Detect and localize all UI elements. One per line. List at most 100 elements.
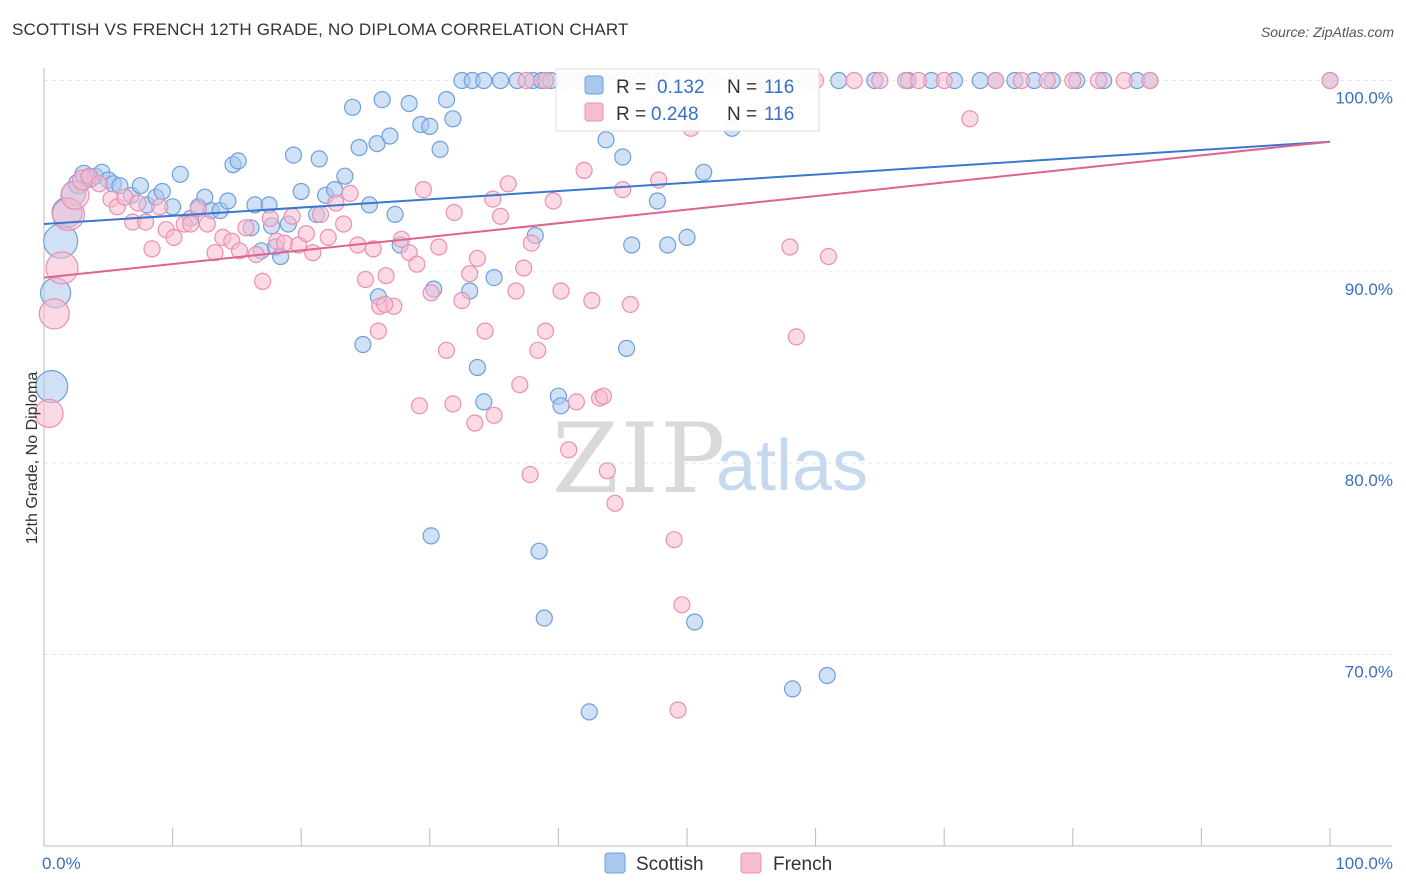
french-point [819, 247, 838, 266]
french-point [377, 267, 395, 285]
french-point [369, 322, 387, 340]
scottish-point [153, 182, 171, 201]
series-legend-swatch-scottish [604, 852, 626, 874]
french-point [254, 272, 272, 290]
french-point [34, 398, 64, 428]
scottish-point [535, 609, 553, 627]
french-point [515, 259, 533, 277]
french-point [151, 198, 169, 216]
french-point [529, 341, 547, 359]
legend-r-label: R = [616, 104, 646, 125]
french-trendline [43, 140, 1331, 279]
legend-n-french: 116 [764, 104, 794, 125]
watermark-zip: ZIP [552, 403, 727, 515]
french-point [491, 207, 510, 225]
french-point [606, 494, 624, 512]
french-point [143, 240, 161, 258]
y-tick-labels: 70.0% 80.0% 90.0% 100.0% [1335, 89, 1393, 682]
scottish-point [336, 167, 354, 185]
french-point [845, 71, 863, 90]
scottish-point [597, 131, 615, 149]
scottish-point [491, 71, 510, 90]
french-point [1115, 71, 1133, 90]
french-point [567, 393, 586, 411]
french-point [335, 215, 353, 233]
french-point [665, 531, 683, 549]
french-point [408, 255, 426, 273]
french-point [476, 322, 494, 340]
x-tick-label-max: 100.0% [1335, 854, 1393, 873]
y-tick-label: 80.0% [1345, 471, 1393, 490]
french-point [45, 251, 79, 285]
french-point [871, 71, 889, 90]
french-point [341, 184, 359, 202]
y-axis-label: 12th Grade, No Diploma [24, 372, 41, 545]
scottish-point [475, 393, 493, 411]
french-point [304, 244, 322, 262]
scottish-point [648, 192, 667, 210]
y-tick-label: 90.0% [1345, 280, 1393, 299]
french-point [466, 414, 484, 432]
french-point [189, 200, 207, 218]
y-tick-label: 70.0% [1345, 663, 1393, 682]
french-point [961, 110, 979, 128]
scottish-point [686, 613, 704, 631]
scottish-point [580, 703, 598, 721]
french-point [1064, 71, 1082, 90]
french-point [129, 194, 147, 212]
scottish-point [614, 148, 632, 166]
axes [43, 68, 1392, 847]
french-point [283, 207, 301, 225]
french-point [198, 215, 216, 233]
series-legend-label-scottish: Scottish [636, 854, 704, 875]
french-point [1038, 71, 1056, 90]
french-point [669, 701, 687, 719]
y-tick-label: 100.0% [1335, 89, 1393, 108]
french-point [621, 295, 640, 313]
scottish-point [623, 236, 641, 254]
scottish-point [617, 339, 636, 357]
french-point [453, 291, 471, 310]
scottish-point [783, 680, 802, 698]
scottish-point [971, 71, 989, 90]
french-point [909, 71, 928, 90]
scottish-point [400, 94, 418, 113]
scottish-point [354, 335, 372, 354]
french-point [275, 234, 294, 252]
french-point [575, 161, 593, 179]
scottish-point [468, 358, 486, 377]
scottish-point [678, 228, 696, 246]
legend-n-scottish: 116 [764, 77, 794, 98]
french-point [536, 71, 555, 90]
scottish-point [485, 269, 503, 287]
french-point [237, 219, 255, 237]
legend-swatch-scottish [584, 75, 604, 95]
french-point [986, 71, 1005, 90]
scottish-point [131, 177, 149, 195]
french-point [522, 234, 541, 252]
french-point [507, 282, 525, 300]
french-point [614, 181, 632, 199]
french-point [1321, 71, 1339, 90]
french-point [517, 71, 535, 90]
french-point [445, 203, 463, 222]
french-point [781, 238, 799, 256]
french-point [787, 328, 805, 346]
series-legend-label-french: French [773, 854, 832, 875]
french-point [261, 209, 279, 227]
scottish-point [386, 205, 404, 223]
scottish-point [229, 152, 247, 170]
french-point [544, 192, 562, 210]
trendlines [43, 140, 1331, 279]
scottish-points [35, 71, 1339, 721]
legend-r-scottish: 0.132 [657, 77, 705, 98]
scottish-point [695, 163, 713, 181]
scottish-point [373, 90, 391, 109]
french-point [1141, 71, 1159, 90]
scottish-point [350, 138, 368, 157]
scottish-point [381, 127, 399, 145]
legend-r-label: R = [616, 77, 646, 98]
french-point [311, 205, 330, 223]
french-point [376, 295, 394, 313]
french-point [414, 181, 432, 199]
